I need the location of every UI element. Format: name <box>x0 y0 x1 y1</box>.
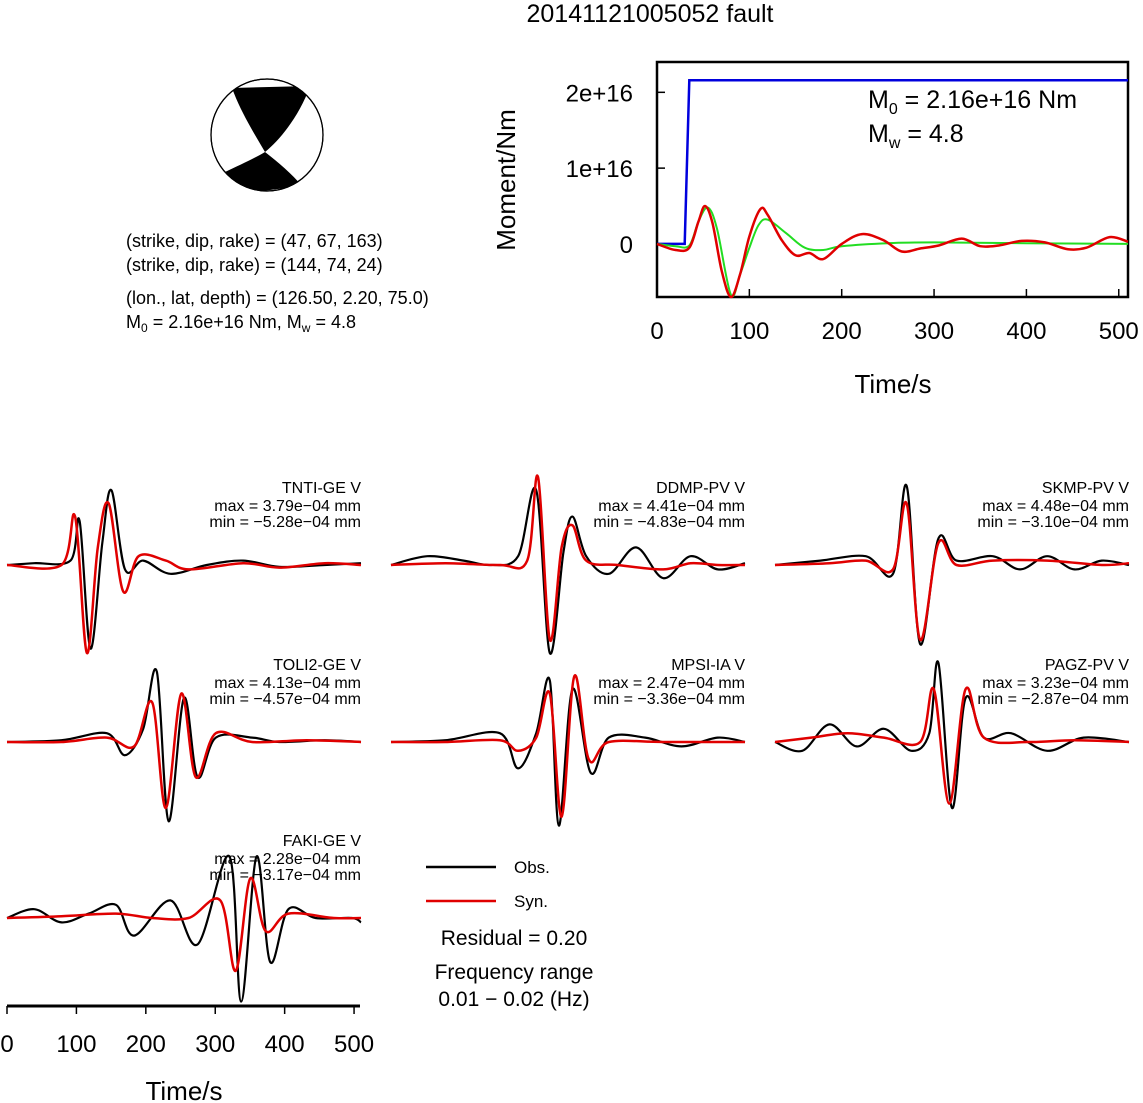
waveform-xlabel: Time/s <box>145 1076 222 1103</box>
station-name: FAKI-GE V <box>283 833 362 850</box>
source-moment: M0 = 2.16e+16 Nm, Mw = 4.8 <box>126 312 356 335</box>
station-min: min = −2.87e−04 mm <box>977 691 1129 708</box>
synthetic-trace <box>6 877 362 973</box>
station-name: SKMP-PV V <box>1042 480 1129 497</box>
moment-xtick-label: 100 <box>729 318 769 345</box>
moment-axis-ticks: 0 100 200 300 400 500 0 1e+16 2e+16 <box>566 80 1139 345</box>
moment-chart: 0 100 200 300 400 500 0 1e+16 2e+16 Moment/Nm Ti… <box>491 60 1139 399</box>
station-name: MPSI-IA V <box>671 657 745 674</box>
station-max: max = 4.48e−04 mm <box>982 498 1129 515</box>
station-min: min = −4.57e−04 mm <box>209 691 361 708</box>
source-location: (lon., lat, depth) = (126.50, 2.20, 75.0… <box>126 288 429 308</box>
station-max: max = 4.13e−04 mm <box>214 675 361 692</box>
legend-syn-label: Syn. <box>514 892 548 911</box>
synthetic-trace <box>774 686 1130 805</box>
synthetic-trace <box>390 674 745 819</box>
waveform-xtick-label: 200 <box>126 1031 166 1058</box>
station-name: DDMP-PV V <box>656 480 745 497</box>
waveform-xtick-label: 400 <box>265 1031 305 1058</box>
figure-title: 20141121005052 fault <box>527 0 774 28</box>
station-max: max = 3.23e−04 mm <box>982 675 1129 692</box>
moment-annotation-m0: M0 = 2.16e+16 Nm <box>868 86 1077 118</box>
waveform-xtick-label: 300 <box>195 1031 235 1058</box>
station-min: min = −4.83e−04 mm <box>593 514 745 531</box>
synthetic-trace <box>6 500 362 655</box>
waveform-xaxis: 0 100 200 300 400 500 Time/s <box>0 1004 374 1103</box>
station-max: max = 2.28e−04 mm <box>214 851 361 868</box>
moment-ytick-label: 2e+16 <box>566 80 633 107</box>
moment-series-group <box>656 78 1129 299</box>
station-name: TNTI-GE V <box>282 480 361 497</box>
legend: Obs. Syn. <box>426 858 550 911</box>
frequency-label: Frequency range <box>435 961 594 984</box>
moment-xlabel: Time/s <box>854 369 931 399</box>
synthetic-trace <box>390 474 746 642</box>
synthetic-trace <box>774 500 1130 642</box>
moment-ytick-label: 1e+16 <box>566 156 633 183</box>
moment-plot-frame <box>655 60 1130 299</box>
station-max: max = 2.47e−04 mm <box>598 675 745 692</box>
moment-series-cumulative-moment <box>657 78 1128 246</box>
station-min: min = −5.28e−04 mm <box>209 514 361 531</box>
station-min: min = −3.36e−04 mm <box>593 691 745 708</box>
station-max: max = 4.41e−04 mm <box>598 498 745 515</box>
station-max: max = 3.79e−04 mm <box>214 498 361 515</box>
moment-xtick-label: 500 <box>1099 318 1139 345</box>
source-info: (strike, dip, rake) = (47, 67, 163) (str… <box>126 231 429 335</box>
legend-obs-label: Obs. <box>514 858 550 877</box>
frequency-value: 0.01 − 0.02 (Hz) <box>438 988 589 1011</box>
moment-annotation-mw: Mw = 4.8 <box>868 120 964 152</box>
nodal-plane-1: (strike, dip, rake) = (47, 67, 163) <box>126 231 383 251</box>
waveform-xtick-label: 0 <box>0 1031 13 1058</box>
station-min: min = −3.17e−04 mm <box>209 867 361 884</box>
station-name: PAGZ-PV V <box>1045 657 1129 674</box>
beachball <box>210 78 324 192</box>
waveform-axis-ticks: 0 100 200 300 400 500 <box>0 1006 374 1058</box>
residual-text: Residual = 0.20 <box>441 927 588 950</box>
moment-xtick-label: 300 <box>914 318 954 345</box>
station-name: TOLI2-GE V <box>273 657 361 674</box>
observed-trace <box>390 676 746 827</box>
nodal-plane-2: (strike, dip, rake) = (144, 74, 24) <box>126 255 383 275</box>
waveform-xtick-label: 100 <box>56 1031 96 1058</box>
moment-ytick-label: 0 <box>620 232 633 259</box>
observed-trace <box>774 483 1130 646</box>
moment-ylabel: Moment/Nm <box>491 109 521 251</box>
moment-xtick-label: 400 <box>1006 318 1046 345</box>
station-min: min = −3.10e−04 mm <box>977 514 1129 531</box>
moment-xtick-label: 200 <box>822 318 862 345</box>
moment-series-synthetic-fit <box>656 204 1129 299</box>
moment-series-moment-rate <box>656 206 1129 298</box>
synthetic-trace <box>6 692 362 810</box>
waveform-xtick-label: 500 <box>334 1031 374 1058</box>
moment-xtick-label: 0 <box>650 318 663 345</box>
